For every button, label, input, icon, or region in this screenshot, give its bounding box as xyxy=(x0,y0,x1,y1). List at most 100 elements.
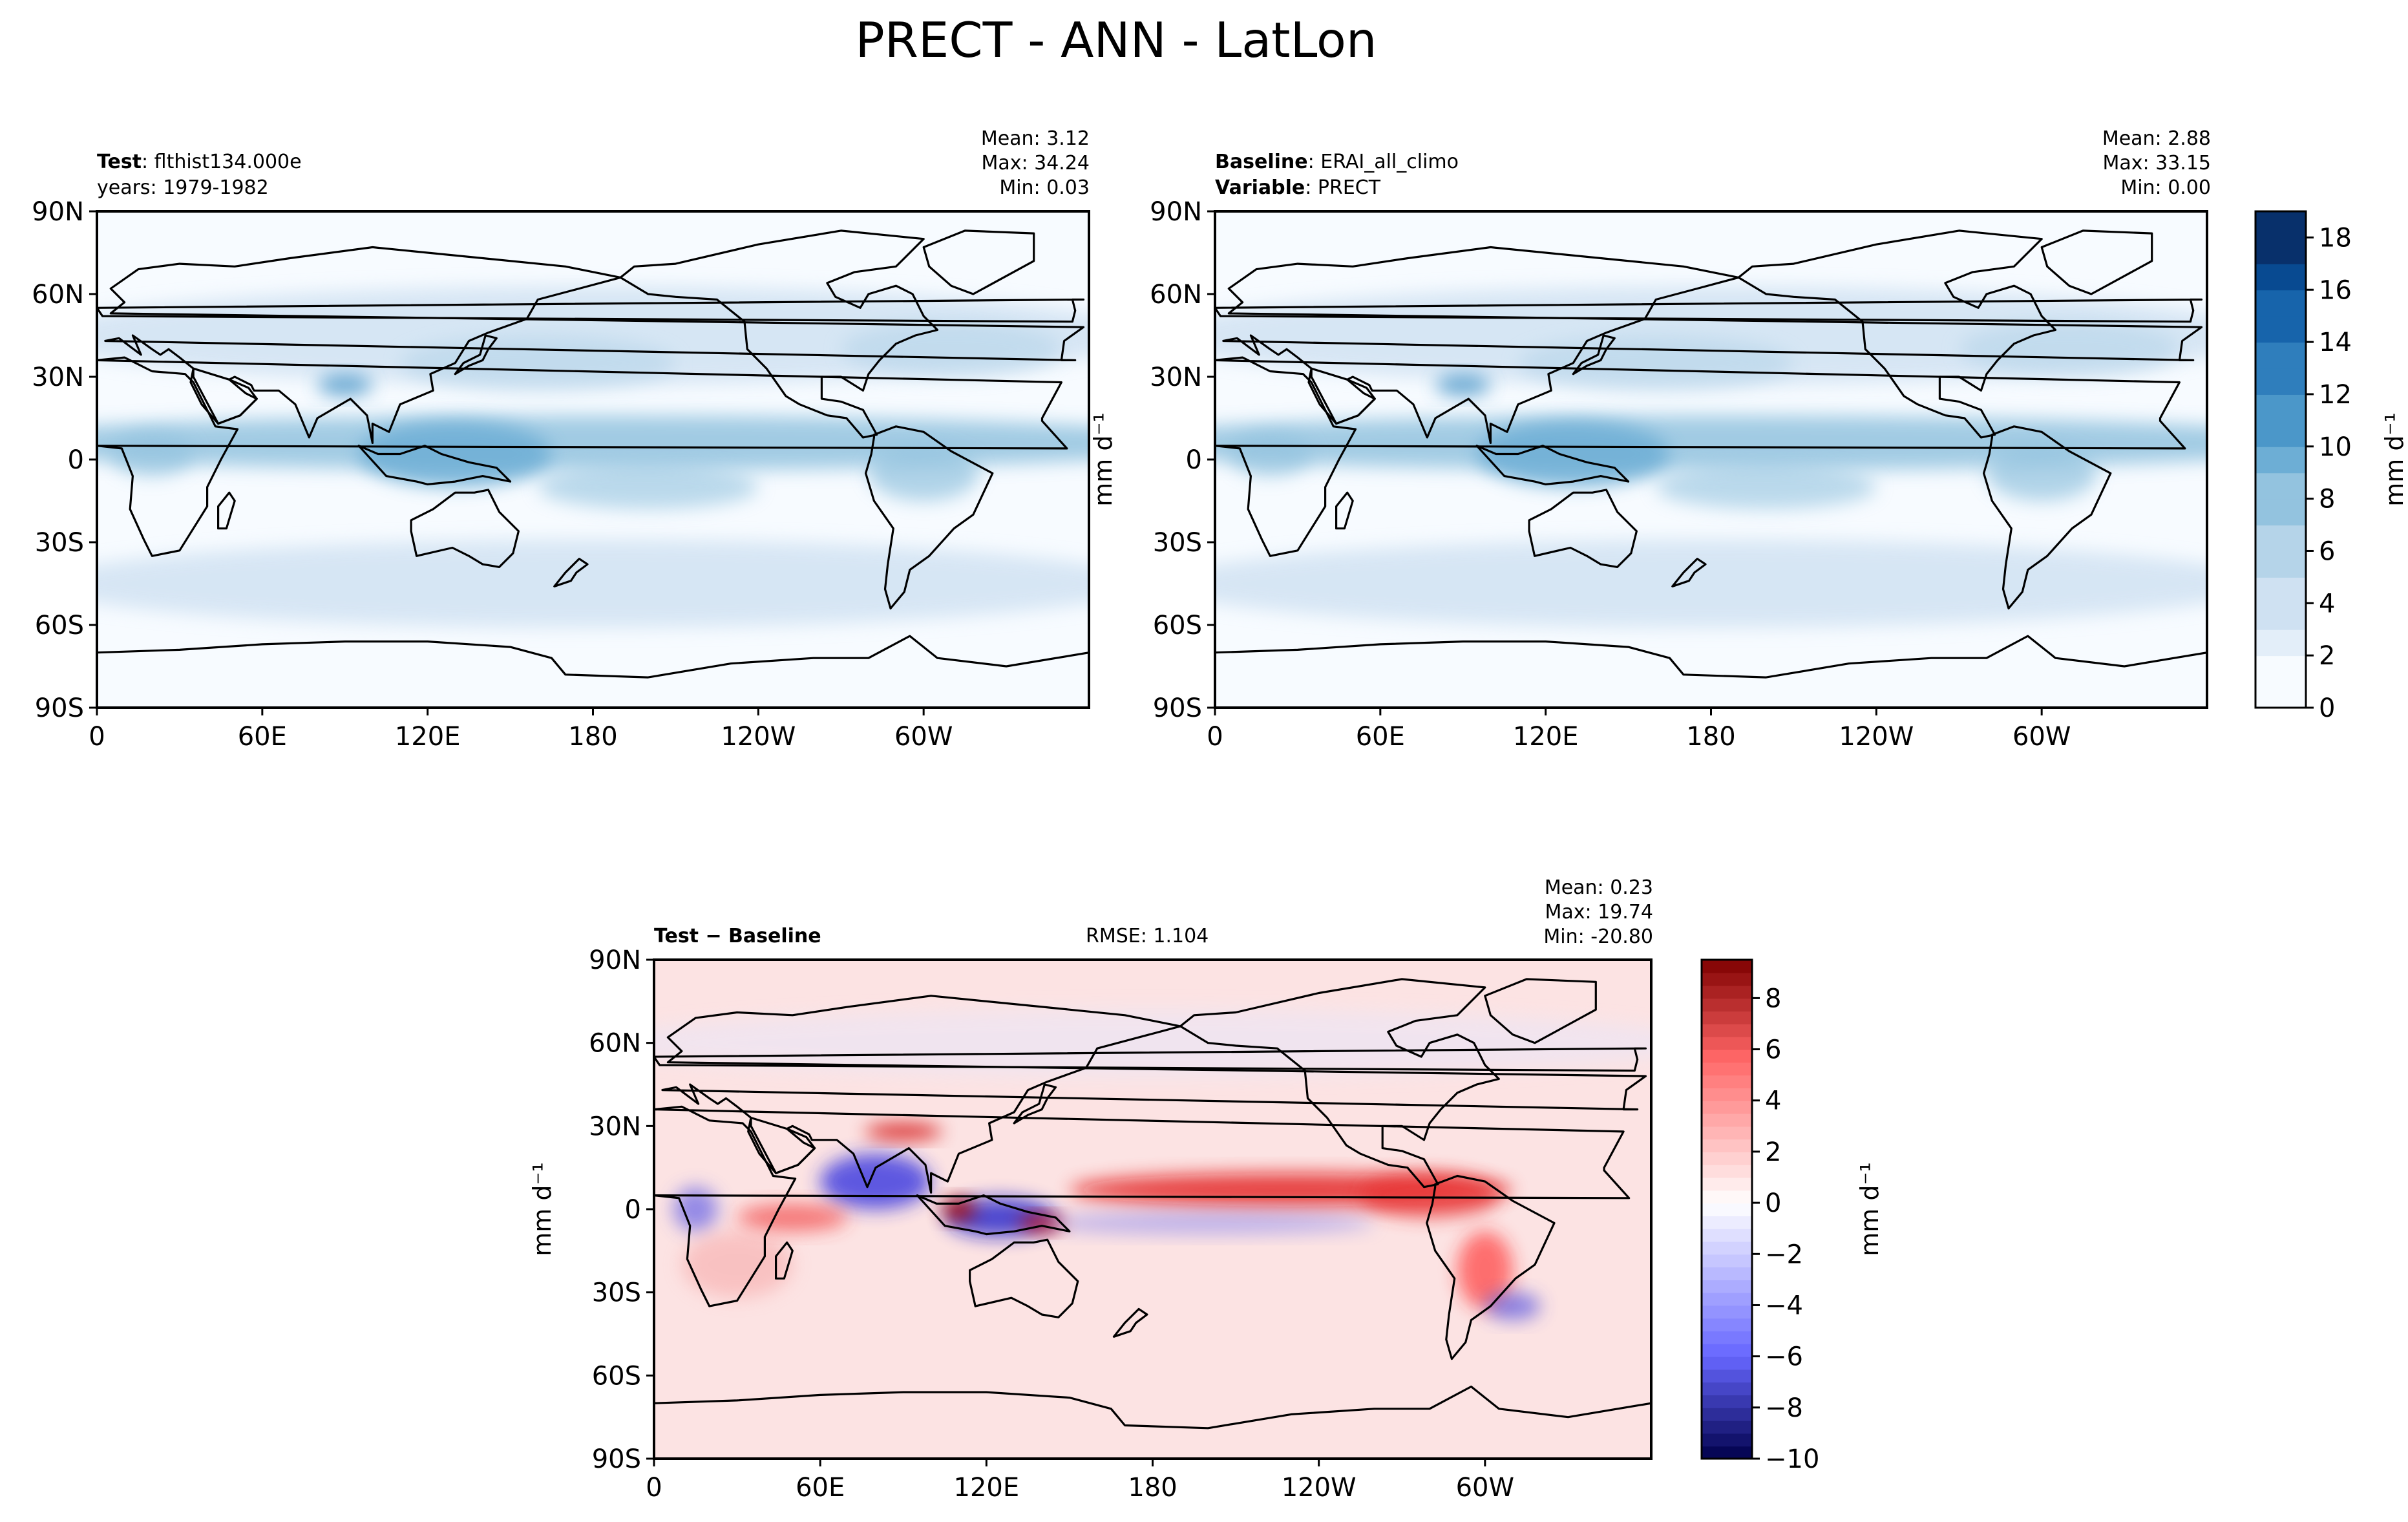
diff-pos-west-indian xyxy=(737,1203,849,1232)
diff-colorbar-segment xyxy=(1702,1407,1752,1421)
diff-ytick-label: 30S xyxy=(592,1278,641,1308)
baseline-colorbar-ticklabel: 12 xyxy=(2319,380,2352,410)
diff-colorbar-segment xyxy=(1702,1228,1752,1242)
test-coast-europe_asia xyxy=(104,246,1085,445)
baseline-coast-indonesia xyxy=(1475,445,1630,486)
diff-ylabel: mm d⁻¹ xyxy=(528,1162,556,1256)
diff-colorbar-segment xyxy=(1702,1062,1752,1076)
diff-pos-borneo xyxy=(942,1198,976,1221)
diff-xtick-label: 180 xyxy=(1128,1473,1177,1503)
diff-coastlines xyxy=(654,978,1651,1459)
test-amazon xyxy=(868,445,979,501)
diff-colorbar-segment xyxy=(1702,1382,1752,1396)
diff-colorbar-segment xyxy=(1702,1139,1752,1152)
diff-min: Min: -20.80 xyxy=(1543,925,1653,948)
baseline-colorbar-segment xyxy=(2255,394,2306,421)
baseline-colorbar-segment xyxy=(2255,472,2306,500)
diff-neg-subtropical-sa xyxy=(1484,1292,1541,1320)
diff-colorbar-segment xyxy=(1702,1318,1752,1332)
baseline-coast-uk xyxy=(1215,298,2203,323)
diff-coast-madagascar xyxy=(774,1241,794,1280)
diff-colorbar-ticklabel: 8 xyxy=(1765,984,1781,1013)
baseline-label: Baseline: ERAI_all_climo xyxy=(1215,150,1459,174)
diff-ytick-label: 30N xyxy=(589,1112,641,1141)
baseline-ylabel: mm d⁻¹ xyxy=(1089,412,1117,507)
baseline-coast-arabia_fill xyxy=(1310,367,1376,425)
test-itcz xyxy=(97,415,1089,471)
diff-colorbar-label: mm d⁻¹ xyxy=(1855,1162,1884,1256)
diff-field xyxy=(654,960,1651,1459)
baseline-colorbar-segment xyxy=(2255,290,2306,317)
test-min: Min: 0.03 xyxy=(999,176,1090,199)
test-ytick-label: 60N xyxy=(32,280,84,310)
baseline-congo xyxy=(1229,432,1312,476)
diff-pos-himalaya xyxy=(864,1123,942,1140)
baseline-coast-africa xyxy=(1215,356,2186,557)
diff-colorbar-segment xyxy=(1702,1331,1752,1344)
baseline-xtick-label: 120W xyxy=(1839,722,1914,752)
diff-colorbar-segment xyxy=(1702,1100,1752,1114)
diff-colorbar-segment xyxy=(1702,1113,1752,1127)
diff-colorbar-ticklabel: −8 xyxy=(1765,1393,1803,1423)
diff-xtick-label: 120W xyxy=(1282,1473,1357,1503)
test-ytick-label: 30S xyxy=(35,528,84,558)
test-coast-japan xyxy=(454,334,498,375)
baseline-colorbar-segment xyxy=(2255,263,2306,291)
diff-coast-europe_asia xyxy=(661,995,1647,1194)
baseline-itcz xyxy=(1215,415,2207,471)
diff-colorbar-segment xyxy=(1702,1433,1752,1447)
baseline-bay-of-bengal xyxy=(1435,374,1491,396)
diff-colorbar-segment xyxy=(1702,1036,1752,1050)
diff-colorbar-segment xyxy=(1702,1087,1752,1101)
baseline-coast-s_america xyxy=(1983,425,2112,610)
baseline-min: Min: 0.00 xyxy=(2120,176,2211,199)
diff-colorbar-segment xyxy=(1702,1215,1752,1229)
baseline-label-bold: Baseline xyxy=(1215,151,1308,173)
baseline-colorbar-segment xyxy=(2255,211,2306,238)
diff-colorbar-segment xyxy=(1702,1203,1752,1216)
test-coastlines xyxy=(97,229,1089,708)
test-ytick-label: 0 xyxy=(68,445,84,475)
diff-ytick-label: 60N xyxy=(589,1029,641,1059)
baseline-colorbar-segment xyxy=(2255,603,2306,630)
baseline-ytick-label: 30S xyxy=(1153,528,1202,558)
baseline-maritime-continent xyxy=(1477,421,1670,487)
diff-coast-africa xyxy=(654,1105,1631,1307)
test-ytick-label: 30N xyxy=(32,363,84,392)
test-ytick-label: 90N xyxy=(32,197,84,227)
test-kuroshio xyxy=(400,335,676,391)
test-axes: 0 60E 120E 180 120W 60W 90N 60N 30N 0 30S 60S 90S xyxy=(32,197,1090,752)
test-coast-indonesia xyxy=(357,445,512,486)
test-midlat-south xyxy=(97,539,1089,628)
diff-colorbar-ticklabel: 6 xyxy=(1765,1035,1781,1065)
baseline-midlat-south xyxy=(1215,539,2207,628)
test-coast-uk xyxy=(97,298,1085,323)
test-coast-arabia_fill xyxy=(192,367,258,425)
diff-colorbar-segment xyxy=(1702,1241,1752,1255)
baseline-colorbar-ticklabel: 14 xyxy=(2319,328,2352,357)
test-label-name: : flthist134.000e xyxy=(142,151,302,173)
baseline-colorbar-segment xyxy=(2255,498,2306,526)
diff-coast-greenland xyxy=(1484,978,1597,1044)
diff-xtick-label: 120E xyxy=(954,1473,1020,1503)
diff-coast-nz xyxy=(1112,1307,1148,1338)
baseline-coast-nz xyxy=(1671,557,1707,587)
diff-colorbar-ticklabel: 2 xyxy=(1765,1137,1781,1167)
baseline-ytick-label: 30N xyxy=(1150,363,1202,392)
test-label: Test: flthist134.000e xyxy=(97,150,302,174)
baseline-coast-australia xyxy=(1528,489,1638,569)
diff-neg-indian-ocean xyxy=(820,1154,931,1209)
diff-colorbar-segment xyxy=(1702,1126,1752,1140)
diff-neg-atlantic-east xyxy=(673,1187,718,1232)
test-coast-n_america xyxy=(619,229,939,439)
diff-coast-antarctica xyxy=(654,1385,1651,1459)
diff-colorbar-segment xyxy=(1702,1343,1752,1357)
baseline-colorbar-segment xyxy=(2255,342,2306,369)
test-field xyxy=(97,211,1089,708)
test-xtick-label: 120W xyxy=(721,722,796,752)
diff-coast-japan xyxy=(1013,1083,1057,1125)
diff-colorbar-segment xyxy=(1702,972,1752,986)
diff-colorbar-segment xyxy=(1702,1151,1752,1165)
baseline-xtick-label: 120E xyxy=(1513,722,1579,752)
test-xtick-label: 180 xyxy=(568,722,617,752)
